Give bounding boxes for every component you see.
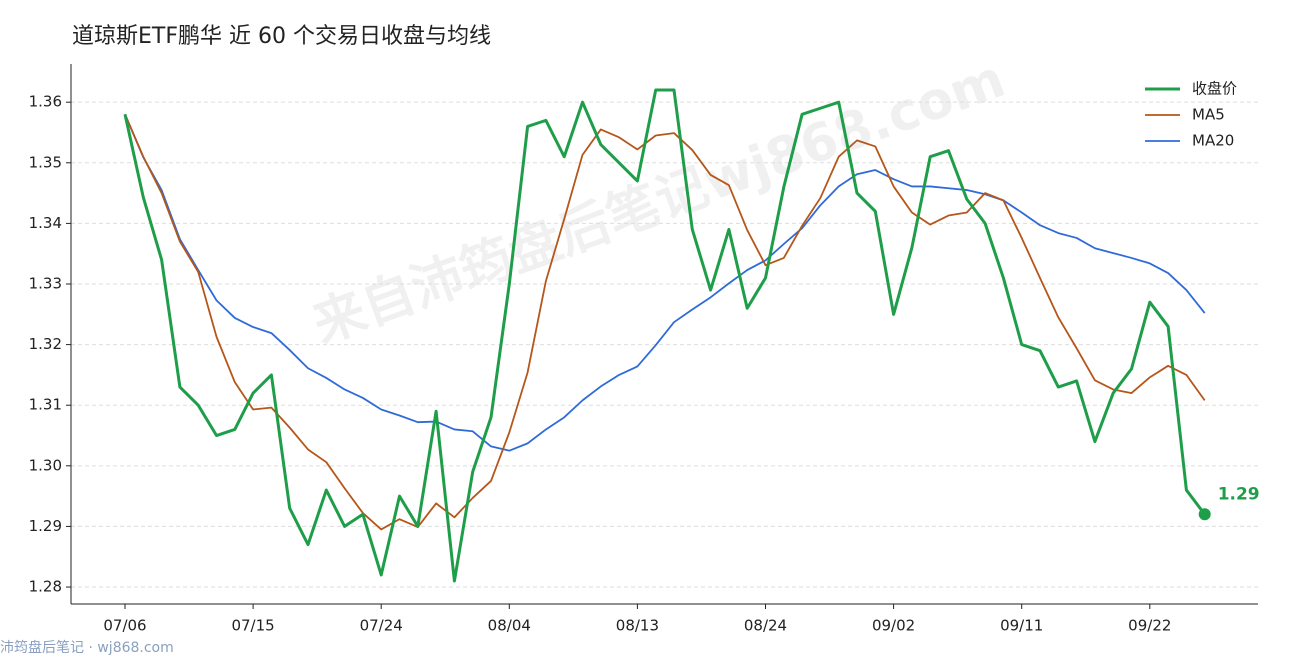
y-tick-label: 1.35: [29, 153, 62, 171]
x-tick-label: 09/11: [1000, 617, 1043, 635]
legend-label: MA20: [1192, 132, 1234, 150]
value-label: 1.29: [1218, 484, 1260, 504]
y-tick-label: 1.30: [29, 456, 62, 474]
x-tick-label: 08/04: [488, 617, 531, 635]
y-tick-label: 1.32: [29, 335, 62, 353]
x-tick-label: 08/13: [616, 617, 659, 635]
y-tick-label: 1.34: [29, 214, 62, 232]
x-tick-label: 07/06: [103, 617, 146, 635]
x-tick-label: 07/24: [360, 617, 403, 635]
legend-label: MA5: [1192, 106, 1225, 124]
footer: 沛筠盘后笔记 · wj868.com: [0, 639, 174, 656]
x-tick-label: 07/15: [231, 617, 274, 635]
x-tick-label: 08/24: [744, 617, 787, 635]
y-tick-label: 1.28: [29, 578, 62, 596]
watermark: 来自沛筠盘后笔记wj868.com: [305, 49, 1012, 355]
legend-label: 收盘价: [1192, 80, 1237, 98]
last-point: [1198, 508, 1211, 521]
x-tick-label: 09/22: [1128, 617, 1171, 635]
y-tick-label: 1.36: [29, 93, 62, 111]
y-tick-label: 1.33: [29, 275, 62, 293]
series-line: [124, 113, 1206, 452]
series-line: [123, 88, 1206, 583]
y-tick-label: 1.29: [29, 517, 62, 535]
x-tick-label: 09/02: [872, 617, 915, 635]
y-tick-label: 1.31: [29, 396, 62, 414]
series-line: [124, 113, 1206, 531]
chart-title: 道琼斯ETF鹏华 近 60 个交易日收盘与均线: [72, 24, 491, 49]
